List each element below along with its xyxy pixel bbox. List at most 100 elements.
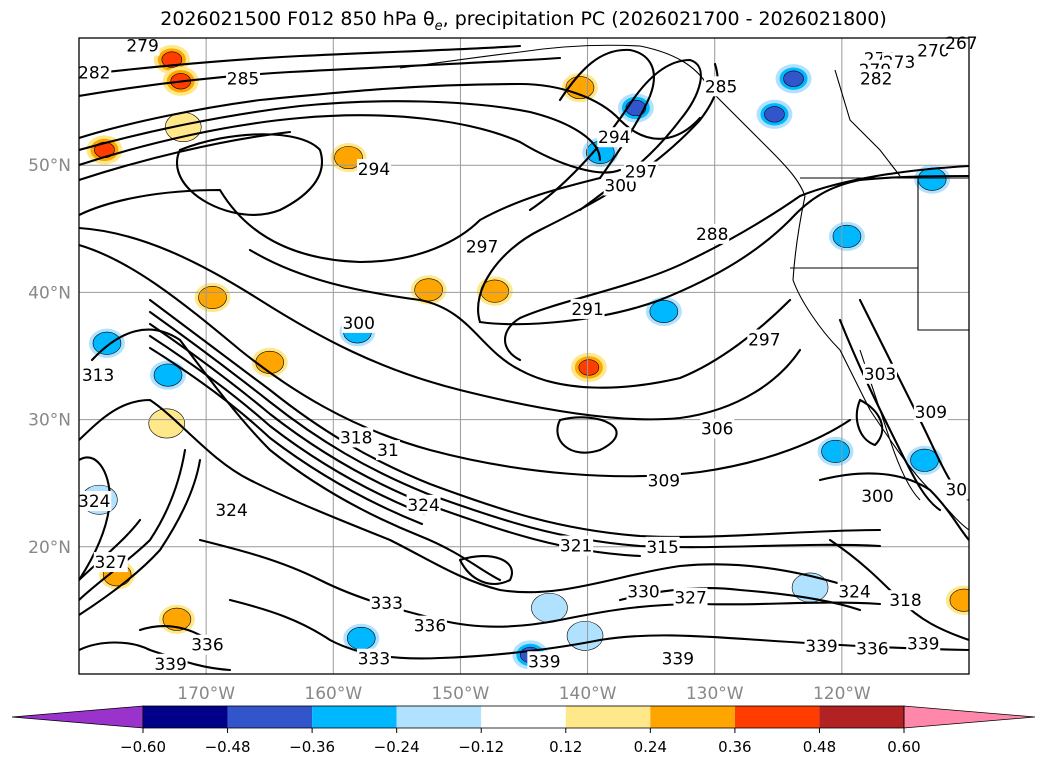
contour-label-bg [660,648,695,669]
contour-label-bg [645,536,680,557]
contour-label: 300 [861,487,893,507]
contour-line [79,226,802,421]
contour-label: 324 [78,492,110,512]
contour-label-bg [597,127,632,148]
contour-label: 339 [805,637,837,657]
contour-label-bg [190,634,225,655]
precip-shade [649,299,679,323]
colorbar-tick-label: −0.60 [120,738,166,756]
contour-line [79,458,202,617]
contour-label-bg [214,499,249,520]
contour-line [79,398,862,594]
contour-label: 333 [370,594,402,614]
contour-label: 339 [528,652,560,672]
contour-label-bg [646,470,681,491]
contour-line [79,448,187,602]
coastline [399,44,969,531]
contour-label-bg [527,651,562,672]
contour-line [79,130,292,182]
precip-blob [476,276,513,306]
contour-label: 327 [95,553,127,573]
precip-blob [566,620,604,651]
colorbar-segment [227,706,313,728]
contour-label: 30 [945,481,967,501]
contour-label-bg [944,479,969,500]
lat-tick-label: 20°N [28,538,71,558]
colorbar-tick-label: 0.60 [887,738,920,756]
precip-shade [153,363,183,387]
contour-label-bg [559,535,594,556]
contour-label: 285 [705,77,737,97]
colorbar-tick-label: −0.48 [205,738,251,756]
lat-tick-label: 50°N [28,156,71,176]
contour-line [79,114,622,174]
precip-blob [828,221,865,252]
contour-label: 333 [358,650,390,670]
lon-tick-label: 170°W [177,684,235,704]
precip-blob [775,64,812,94]
contour-label-bg [375,440,400,461]
coastline-alaska [399,44,806,197]
contour-line [79,44,522,77]
contour-label: 282 [78,63,110,83]
contour-label: 291 [571,300,603,320]
contour-line [504,164,969,362]
precip-blob [756,99,793,129]
contour-labels: 279 282 285 294 294 300 297 297 288 285 291 300 297 3… [77,33,979,675]
contour-label-bg [226,68,261,89]
contour-label-bg [77,62,112,83]
contour-line [556,416,618,454]
contour-line [79,518,142,582]
precip-shade [949,588,969,612]
contour-line [79,100,602,162]
contour-label: 336 [414,617,446,637]
axis-ticks: 20°N 30°N 40°N 50°N 170°W 160°W 150°W 140°W 130°… [28,156,871,704]
colorbar-tick-label: −0.12 [458,738,504,756]
contour-label-bg [356,648,391,669]
precip-blob [817,436,854,466]
contour-line [148,298,882,538]
contour-label: 297 [625,163,657,183]
colorbar-segment [143,706,228,728]
contour-label: 324 [215,501,247,521]
contour-line [528,58,702,212]
chart-title: 2026021500 F012 850 hPa θe, precipitatio… [160,8,887,34]
contour-line [248,248,792,389]
contour-line [477,62,719,324]
contour-label-bg [888,590,923,611]
theta-e-contours [79,44,969,672]
precip-shade [821,439,850,463]
contour-label: 336 [856,640,888,660]
contour-line [148,322,642,558]
precip-blob [561,73,598,103]
contour-label-bg [859,68,894,89]
lon-tick-label: 160°W [304,684,362,704]
precip-shade [917,167,947,191]
contour-line [148,346,424,526]
contour-label: 300 [342,314,374,334]
colorbar-segment [650,706,735,728]
contour-label: 339 [907,634,939,654]
precip-shade [148,408,186,439]
precip-blob [570,352,607,383]
contour-label: 324 [407,496,439,516]
colorbar-tick-label: −0.24 [374,738,420,756]
contour-label-bg [93,552,128,573]
contour-label-bg [125,35,160,56]
lon-tick-label: 150°W [432,684,490,704]
contour-label: 321 [560,537,592,557]
contour-label-bg [747,329,782,350]
contour-label: 270 [917,42,949,62]
contour-label-bg [406,494,441,515]
precip-blob [945,585,969,615]
precip-blob [531,592,568,623]
precip-shade [92,331,122,355]
contour-label: 297 [748,330,780,350]
contour-label-bg [626,581,661,602]
contour-label: 303 [864,365,896,385]
precip-shade [625,99,647,117]
precip-shade [161,51,183,68]
precip-shade [578,359,600,376]
contour-line [838,318,942,512]
precip-blob [645,296,682,327]
